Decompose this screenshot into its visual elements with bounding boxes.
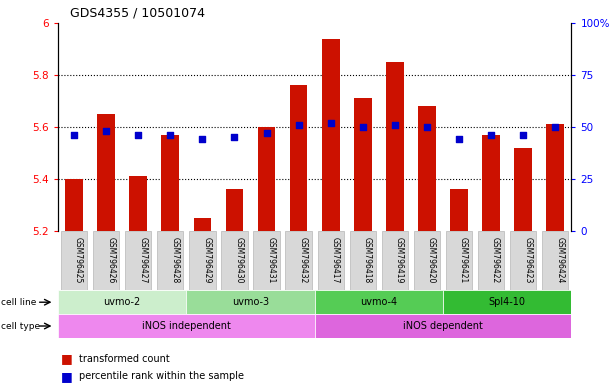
Text: GSM796418: GSM796418 <box>363 237 371 284</box>
Text: GSM796422: GSM796422 <box>491 237 500 284</box>
Point <box>230 134 240 141</box>
Bar <box>414 231 440 290</box>
Point <box>101 128 111 134</box>
Bar <box>125 231 152 290</box>
Text: cell line: cell line <box>1 298 36 307</box>
Text: GSM796431: GSM796431 <box>266 237 276 284</box>
Bar <box>443 290 571 314</box>
Text: GSM796417: GSM796417 <box>331 237 340 284</box>
Text: GDS4355 / 10501074: GDS4355 / 10501074 <box>70 6 205 19</box>
Point <box>326 120 335 126</box>
Bar <box>186 290 315 314</box>
Bar <box>58 314 315 338</box>
Text: iNOS independent: iNOS independent <box>142 321 231 331</box>
Text: Spl4-10: Spl4-10 <box>489 297 525 307</box>
Bar <box>189 231 216 290</box>
Text: uvmo-2: uvmo-2 <box>104 297 141 307</box>
Bar <box>354 98 371 231</box>
Point <box>69 132 79 138</box>
Point <box>166 132 175 138</box>
Point <box>486 132 496 138</box>
Text: GSM796430: GSM796430 <box>235 237 243 284</box>
Bar <box>478 231 504 290</box>
Point <box>262 130 271 136</box>
Text: GSM796426: GSM796426 <box>106 237 115 284</box>
Text: GSM796423: GSM796423 <box>523 237 532 284</box>
Bar <box>157 231 183 290</box>
Bar <box>93 231 119 290</box>
Text: GSM796425: GSM796425 <box>74 237 83 284</box>
Bar <box>510 231 536 290</box>
Bar <box>290 85 307 231</box>
Bar <box>315 290 443 314</box>
Bar <box>97 114 115 231</box>
Point <box>358 124 368 130</box>
Text: GSM796424: GSM796424 <box>555 237 564 284</box>
Text: ■: ■ <box>61 353 73 366</box>
Bar <box>450 189 468 231</box>
Bar <box>418 106 436 231</box>
Bar <box>482 135 500 231</box>
Bar <box>546 124 564 231</box>
Bar <box>65 179 83 231</box>
Bar <box>446 231 472 290</box>
Text: GSM796428: GSM796428 <box>170 237 179 284</box>
Bar <box>130 176 147 231</box>
Text: uvmo-4: uvmo-4 <box>360 297 397 307</box>
Text: GSM796427: GSM796427 <box>138 237 147 284</box>
Bar <box>349 231 376 290</box>
Point <box>294 122 304 128</box>
Bar <box>58 290 186 314</box>
Point <box>197 136 207 142</box>
Bar <box>315 314 571 338</box>
Bar <box>225 189 243 231</box>
Bar <box>382 231 408 290</box>
Text: transformed count: transformed count <box>79 354 170 364</box>
Bar <box>514 148 532 231</box>
Bar <box>285 231 312 290</box>
Text: GSM796420: GSM796420 <box>427 237 436 284</box>
Text: ■: ■ <box>61 370 73 383</box>
Point <box>551 124 560 130</box>
Bar <box>542 231 568 290</box>
Point <box>422 124 432 130</box>
Bar <box>161 135 179 231</box>
Text: cell type: cell type <box>1 321 40 331</box>
Text: iNOS dependent: iNOS dependent <box>403 321 483 331</box>
Point <box>518 132 528 138</box>
Text: percentile rank within the sample: percentile rank within the sample <box>79 371 244 381</box>
Bar <box>221 231 247 290</box>
Point <box>454 136 464 142</box>
Bar <box>194 218 211 231</box>
Point <box>390 122 400 128</box>
Bar <box>318 231 344 290</box>
Bar <box>254 231 280 290</box>
Bar <box>322 39 340 231</box>
Bar <box>386 62 404 231</box>
Text: uvmo-3: uvmo-3 <box>232 297 269 307</box>
Text: GSM796419: GSM796419 <box>395 237 404 284</box>
Text: GSM796432: GSM796432 <box>299 237 307 284</box>
Point <box>133 132 143 138</box>
Bar <box>258 127 276 231</box>
Bar <box>61 231 87 290</box>
Text: GSM796429: GSM796429 <box>202 237 211 284</box>
Text: GSM796421: GSM796421 <box>459 237 468 284</box>
